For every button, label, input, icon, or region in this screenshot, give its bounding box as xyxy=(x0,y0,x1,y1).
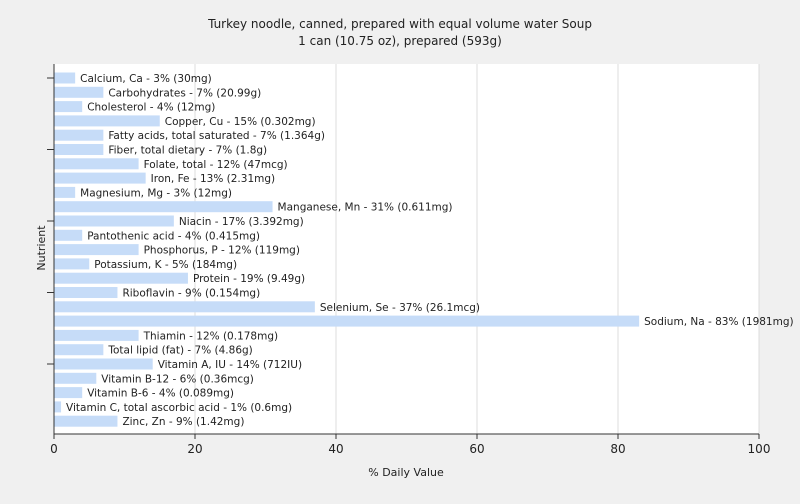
bar xyxy=(54,401,62,413)
x-tick-label: 80 xyxy=(610,442,625,456)
x-tick-label: 20 xyxy=(187,442,202,456)
plot-area xyxy=(54,64,759,434)
bar xyxy=(54,372,97,384)
y-axis-label: Nutrient xyxy=(35,225,48,271)
bar-data-label: Thiamin - 12% (0.178mg) xyxy=(143,330,279,342)
bar-data-label: Copper, Cu - 15% (0.302mg) xyxy=(165,116,316,128)
x-tick-label: 40 xyxy=(328,442,343,456)
bar-data-label: Zinc, Zn - 9% (1.42mg) xyxy=(122,416,244,428)
bar xyxy=(54,172,146,184)
bar-data-label: Total lipid (fat) - 7% (4.86g) xyxy=(107,345,252,357)
bar xyxy=(54,301,315,313)
bar-data-label: Pantothenic acid - 4% (0.415mg) xyxy=(87,230,260,242)
bar xyxy=(54,72,76,84)
bar-data-label: Selenium, Se - 37% (26.1mcg) xyxy=(320,302,480,314)
bar xyxy=(54,101,83,113)
bar xyxy=(54,344,104,356)
bar xyxy=(54,129,104,141)
bar xyxy=(54,258,90,270)
bar-data-label: Phosphorus, P - 12% (119mg) xyxy=(144,245,300,257)
bar xyxy=(54,358,153,370)
bar-data-label: Manganese, Mn - 31% (0.611mg) xyxy=(278,202,453,214)
x-tick-label: 100 xyxy=(748,442,771,456)
x-tick-label: 60 xyxy=(469,442,484,456)
bar-data-label: Niacin - 17% (3.392mg) xyxy=(179,216,304,228)
bar xyxy=(54,315,640,327)
chart-subtitle: 1 can (10.75 oz), prepared (593g) xyxy=(298,34,502,48)
bar xyxy=(54,86,104,98)
bar xyxy=(54,215,174,227)
bar xyxy=(54,144,104,155)
bar xyxy=(54,272,188,284)
bar-data-label: Vitamin C, total ascorbic acid - 1% (0.6… xyxy=(66,402,292,414)
bar xyxy=(54,186,76,198)
bar-data-label: Fatty acids, total saturated - 7% (1.364… xyxy=(108,130,325,142)
bar xyxy=(54,387,83,399)
bar-data-label: Vitamin A, IU - 14% (712IU) xyxy=(158,359,302,371)
bar xyxy=(54,287,118,298)
bar-data-label: Carbohydrates - 7% (20.99g) xyxy=(108,87,261,99)
bar xyxy=(54,415,118,427)
bar-data-label: Riboflavin - 9% (0.154mg) xyxy=(122,288,260,300)
bar xyxy=(54,115,160,127)
bar xyxy=(54,229,83,241)
bar-data-label: Cholesterol - 4% (12mg) xyxy=(87,102,215,114)
chart-title: Turkey noodle, canned, prepared with equ… xyxy=(207,17,592,31)
bar-data-label: Sodium, Na - 83% (1981mg) xyxy=(644,316,793,328)
bar-data-label: Vitamin B-12 - 6% (0.36mcg) xyxy=(101,373,254,385)
bar xyxy=(54,201,273,213)
bar-data-label: Folate, total - 12% (47mcg) xyxy=(144,159,288,171)
bar xyxy=(54,244,139,256)
bar-data-label: Protein - 19% (9.49g) xyxy=(193,273,305,285)
bar xyxy=(54,329,139,341)
bar-data-label: Vitamin B-6 - 4% (0.089mg) xyxy=(87,388,234,400)
bar-data-label: Iron, Fe - 13% (2.31mg) xyxy=(151,173,275,185)
bar-data-label: Magnesium, Mg - 3% (12mg) xyxy=(80,187,232,199)
x-tick-label: 0 xyxy=(50,442,58,456)
bar-data-label: Potassium, K - 5% (184mg) xyxy=(94,259,237,271)
bar-data-label: Calcium, Ca - 3% (30mg) xyxy=(80,73,212,85)
bar xyxy=(54,158,139,170)
bar-data-label: Fiber, total dietary - 7% (1.8g) xyxy=(108,145,267,157)
x-axis-label: % Daily Value xyxy=(368,466,444,479)
